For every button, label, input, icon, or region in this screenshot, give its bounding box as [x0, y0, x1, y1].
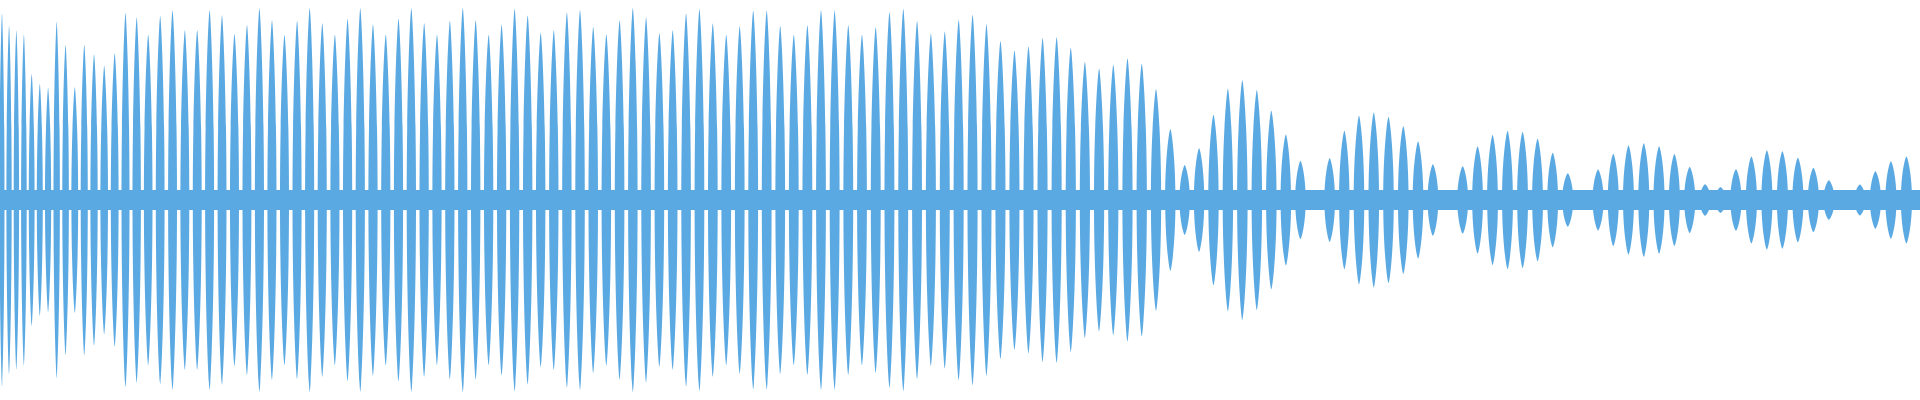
waveform-lobes — [0, 8, 1912, 392]
